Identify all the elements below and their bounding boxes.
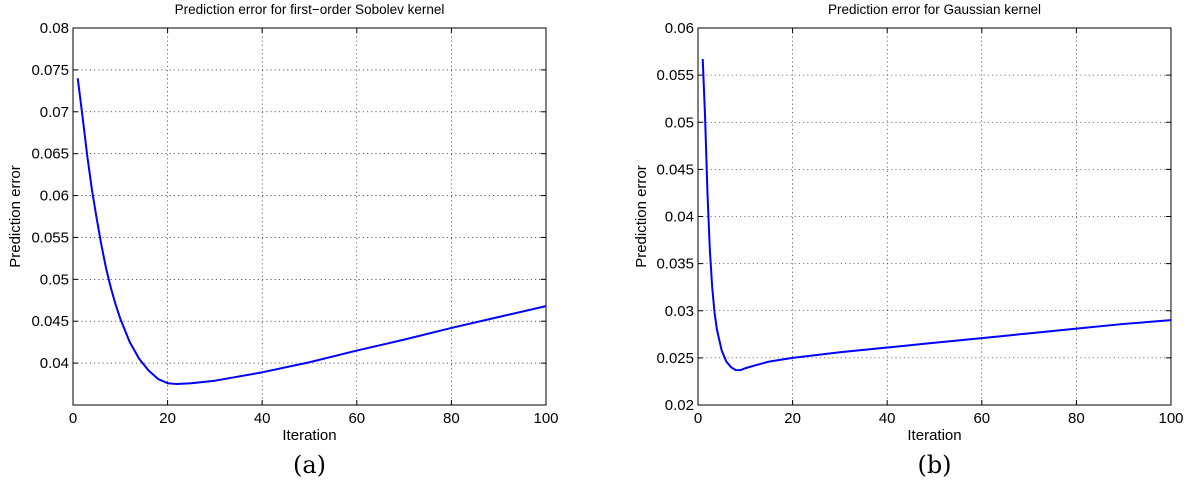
x-tick-label: 60 (348, 410, 365, 427)
panel-caption: (b) (917, 451, 951, 479)
y-tick-label: 0.075 (31, 62, 69, 79)
y-tick-label: 0.07 (40, 104, 69, 121)
y-tick-label: 0.03 (665, 303, 694, 320)
y-axis-label: Prediction error (633, 165, 650, 268)
x-tick-label: 100 (533, 410, 558, 427)
series-line (76, 78, 547, 386)
x-tick-label: 40 (254, 410, 271, 427)
x-tick-label: 0 (694, 410, 702, 427)
chart-title: Prediction error for first−order Sobolev… (175, 2, 445, 17)
x-tick-label: 20 (159, 410, 176, 427)
y-tick-label: 0.05 (665, 114, 694, 131)
y-tick-label: 0.05 (40, 271, 69, 288)
x-axis-label: Iteration (907, 427, 961, 444)
x-tick-label: 0 (69, 410, 77, 427)
y-tick-label: 0.045 (31, 313, 69, 330)
y-tick-label: 0.04 (40, 355, 69, 372)
y-tick-label: 0.08 (40, 20, 69, 37)
x-tick-label: 60 (973, 410, 990, 427)
y-axis-label: Prediction error (7, 165, 24, 268)
y-tick-label: 0.06 (665, 20, 694, 37)
y-tick-label: 0.04 (665, 209, 694, 226)
chart-b: 0 20 40 60 80 100 0.02 0.025 0.03 0.035 0.04 0.045 0… (633, 2, 1184, 479)
y-tick-label: 0.06 (40, 188, 69, 205)
y-tick-label: 0.025 (656, 350, 694, 367)
y-tick-label: 0.065 (31, 146, 69, 163)
y-tick-label: 0.02 (665, 397, 694, 414)
panel-caption: (a) (293, 451, 326, 479)
chart-a: 0 20 40 60 80 100 0.04 0.045 0.05 0.055 0.06 0.065 0… (7, 2, 559, 479)
y-tick-label: 0.035 (656, 256, 694, 273)
y-tick-label: 0.045 (656, 161, 694, 178)
series-line (701, 59, 1172, 372)
y-tick-label: 0.055 (656, 67, 694, 84)
x-axis-label: Iteration (282, 427, 336, 444)
x-tick-label: 80 (1068, 410, 1085, 427)
plot-area-frame (697, 27, 1172, 406)
x-tick-label: 100 (1158, 410, 1183, 427)
x-tick-label: 80 (443, 410, 460, 427)
x-tick-label: 40 (879, 410, 896, 427)
chart-title: Prediction error for Gaussian kernel (828, 2, 1041, 17)
y-tick-label: 0.055 (31, 229, 69, 246)
x-tick-label: 20 (784, 410, 801, 427)
plot-area-frame (72, 27, 547, 406)
